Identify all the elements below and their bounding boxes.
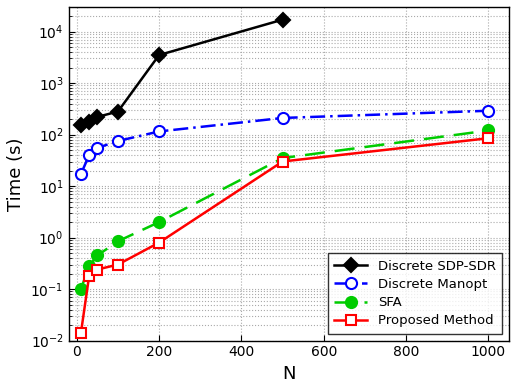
Proposed Method: [86, 274, 92, 278]
Proposed Method: [156, 240, 162, 245]
Line: Proposed Method: Proposed Method: [76, 133, 493, 338]
Y-axis label: Time (s): Time (s): [7, 137, 25, 211]
Proposed Method: [280, 159, 286, 164]
Discrete SDP-SDR: [156, 53, 162, 57]
Discrete Manopt: [486, 108, 492, 113]
Proposed Method: [486, 136, 492, 140]
SFA: [115, 239, 121, 244]
SFA: [280, 156, 286, 160]
SFA: [486, 128, 492, 133]
SFA: [94, 253, 101, 258]
SFA: [86, 264, 92, 268]
Discrete SDP-SDR: [78, 123, 84, 128]
Discrete SDP-SDR: [280, 17, 286, 22]
Line: Discrete SDP-SDR: Discrete SDP-SDR: [76, 15, 287, 130]
Legend: Discrete SDP-SDR, Discrete Manopt, SFA, Proposed Method: Discrete SDP-SDR, Discrete Manopt, SFA, …: [328, 253, 503, 334]
Discrete Manopt: [86, 153, 92, 158]
Discrete Manopt: [156, 129, 162, 134]
SFA: [156, 220, 162, 224]
Line: SFA: SFA: [75, 125, 494, 295]
Discrete Manopt: [78, 172, 84, 177]
Line: Discrete Manopt: Discrete Manopt: [75, 105, 494, 180]
Discrete Manopt: [94, 145, 101, 150]
Discrete SDP-SDR: [94, 115, 101, 119]
Discrete SDP-SDR: [115, 109, 121, 114]
Discrete Manopt: [280, 115, 286, 120]
Discrete SDP-SDR: [86, 120, 92, 124]
X-axis label: N: N: [282, 365, 296, 383]
SFA: [78, 287, 84, 291]
Proposed Method: [78, 331, 84, 335]
Proposed Method: [115, 262, 121, 267]
Proposed Method: [94, 267, 101, 272]
Discrete Manopt: [115, 139, 121, 144]
